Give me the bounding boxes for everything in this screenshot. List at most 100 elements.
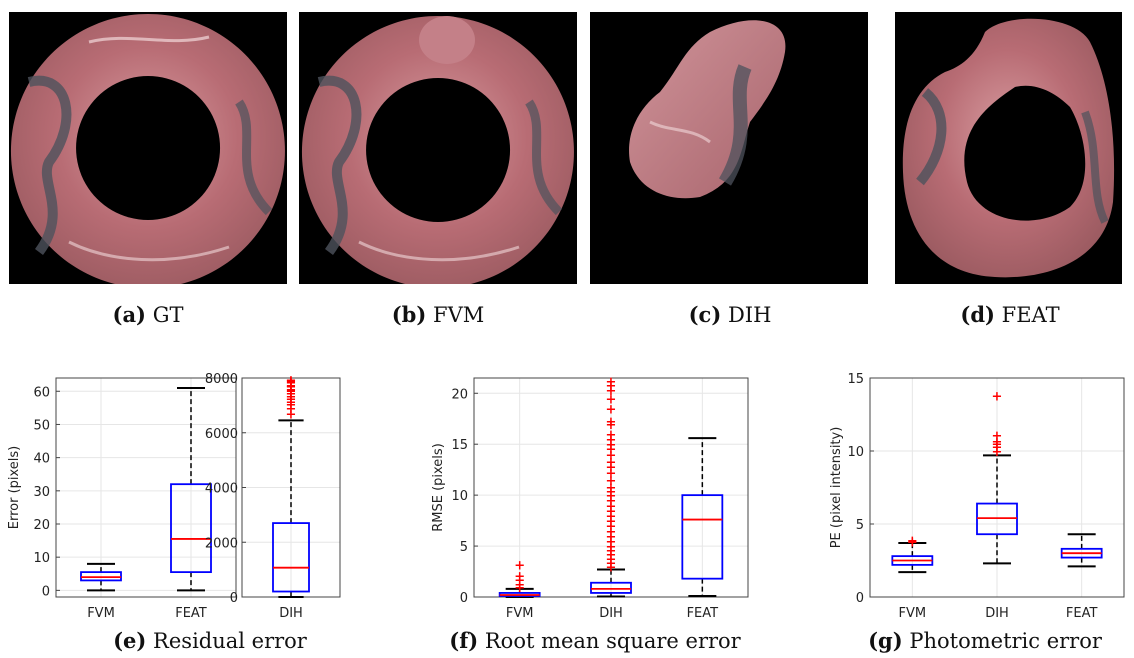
y-tick-label: 4000: [205, 482, 238, 497]
outlier-marker: +: [606, 467, 617, 482]
box-iqr: [681, 494, 724, 580]
outlier-marker: +: [286, 402, 297, 417]
outlier-marker: +: [992, 438, 1003, 453]
outlier-marker: +: [907, 536, 918, 551]
y-tick-label: 40: [33, 452, 50, 467]
outlier-marker: +: [606, 530, 617, 545]
caption-a: (a) GT: [98, 302, 198, 327]
caption-c-tag: (c): [688, 302, 722, 327]
outlier-marker: +: [606, 540, 617, 555]
outlier-marker: +: [606, 442, 617, 457]
outlier-marker: +: [606, 560, 617, 575]
outlier-marker: +: [286, 408, 297, 423]
caption-e-text: Residual error: [153, 629, 307, 653]
caption-a-text: GT: [152, 303, 184, 327]
y-tick-label: 15: [847, 372, 864, 387]
y-tick-label: 60: [33, 385, 50, 400]
caption-f-text: Root mean square error: [484, 629, 741, 653]
outlier-marker: +: [286, 398, 297, 413]
outlier-marker: +: [606, 489, 617, 504]
outlier-marker: +: [992, 390, 1003, 405]
outlier-marker: +: [514, 578, 525, 593]
caption-d: (d) FEAT: [935, 302, 1085, 327]
panel-feat: [895, 12, 1122, 284]
outlier-marker: +: [992, 441, 1003, 456]
panel-gt: [9, 12, 287, 284]
caption-d-tag: (d): [960, 302, 995, 327]
outlier-marker: +: [606, 438, 617, 453]
outlier-marker: +: [606, 525, 617, 540]
caption-f-tag: (f): [449, 628, 479, 653]
outlier-marker: +: [606, 474, 617, 489]
y-tick-label: 5: [460, 540, 468, 555]
x-tick-label: FEAT: [1066, 606, 1098, 621]
outlier-marker: +: [606, 485, 617, 500]
y-tick-label: 2000: [205, 536, 238, 551]
outlier-marker: +: [606, 392, 617, 407]
outlier-marker: +: [606, 535, 617, 550]
outlier-marker: +: [286, 373, 297, 388]
panel-dih: [590, 12, 868, 284]
caption-e: (e) Residual error: [90, 628, 330, 653]
outlier-marker: +: [907, 534, 918, 549]
y-tick-label: 20: [33, 518, 50, 533]
outlier-marker: +: [992, 429, 1003, 444]
caption-f: (f) Root mean square error: [430, 628, 760, 653]
caption-a-tag: (a): [112, 302, 146, 327]
outlier-marker: +: [606, 375, 617, 390]
caption-d-text: FEAT: [1001, 303, 1060, 327]
box-iqr: [1060, 547, 1103, 559]
outlier-marker: +: [606, 384, 617, 399]
outlier-marker: +: [286, 380, 297, 395]
box-iqr: [590, 581, 632, 594]
tissue-ring-gt: [10, 14, 285, 284]
chart-e-left: 0 10 20 30 40 50 60 Error (pixels) FVM FEAT: [7, 377, 237, 621]
y-tick-label: 0: [856, 591, 864, 606]
y-tick-label: 10: [847, 445, 864, 460]
x-tick-label: FVM: [899, 606, 927, 621]
outlier-marker: +: [606, 428, 617, 443]
outlier-marker: +: [606, 418, 617, 433]
outlier-marker: +: [286, 393, 297, 408]
caption-b-tag: (b): [391, 302, 427, 327]
outlier-marker: +: [514, 581, 525, 596]
outlier-marker: +: [286, 384, 297, 399]
outlier-marker: +: [606, 379, 617, 394]
outlier-marker: +: [286, 376, 297, 391]
plot-frame: [869, 377, 1125, 598]
y-tick-label: 0: [42, 584, 50, 599]
tissue-patch-dih: [629, 20, 786, 199]
tissue-ring-feat: [902, 18, 1115, 278]
outlier-marker: +: [606, 515, 617, 530]
outlier-marker: +: [514, 558, 525, 573]
x-tick-label: DIH: [599, 606, 623, 621]
outlier-marker: +: [286, 387, 297, 402]
y-tick-label: 6000: [205, 427, 238, 442]
caption-g: (g) Photometric error: [840, 628, 1130, 653]
outlier-marker: +: [606, 415, 617, 430]
outlier-marker: +: [606, 481, 617, 496]
y-tick-label: 20: [451, 387, 468, 402]
outlier-marker: +: [286, 395, 297, 410]
box-iqr: [272, 522, 310, 593]
plot-frame: [55, 377, 237, 598]
y-tick-label: 30: [33, 485, 50, 500]
caption-c-text: DIH: [727, 303, 772, 327]
outlier-marker: +: [992, 435, 1003, 450]
x-tick-label: DIH: [279, 606, 303, 621]
outlier-marker: +: [606, 544, 617, 559]
outlier-marker: +: [606, 433, 617, 448]
caption-g-text: Photometric error: [909, 629, 1102, 653]
outlier-marker: +: [606, 520, 617, 535]
y-tick-label: 15: [451, 438, 468, 453]
outlier-marker: +: [606, 552, 617, 567]
outlier-marker: +: [606, 556, 617, 571]
outlier-marker: +: [606, 461, 617, 476]
box-iqr: [498, 592, 541, 597]
y-tick-label: 8000: [205, 372, 238, 387]
box-iqr: [170, 483, 212, 574]
outlier-marker: +: [992, 445, 1003, 460]
y-tick-label: 5: [856, 518, 864, 533]
